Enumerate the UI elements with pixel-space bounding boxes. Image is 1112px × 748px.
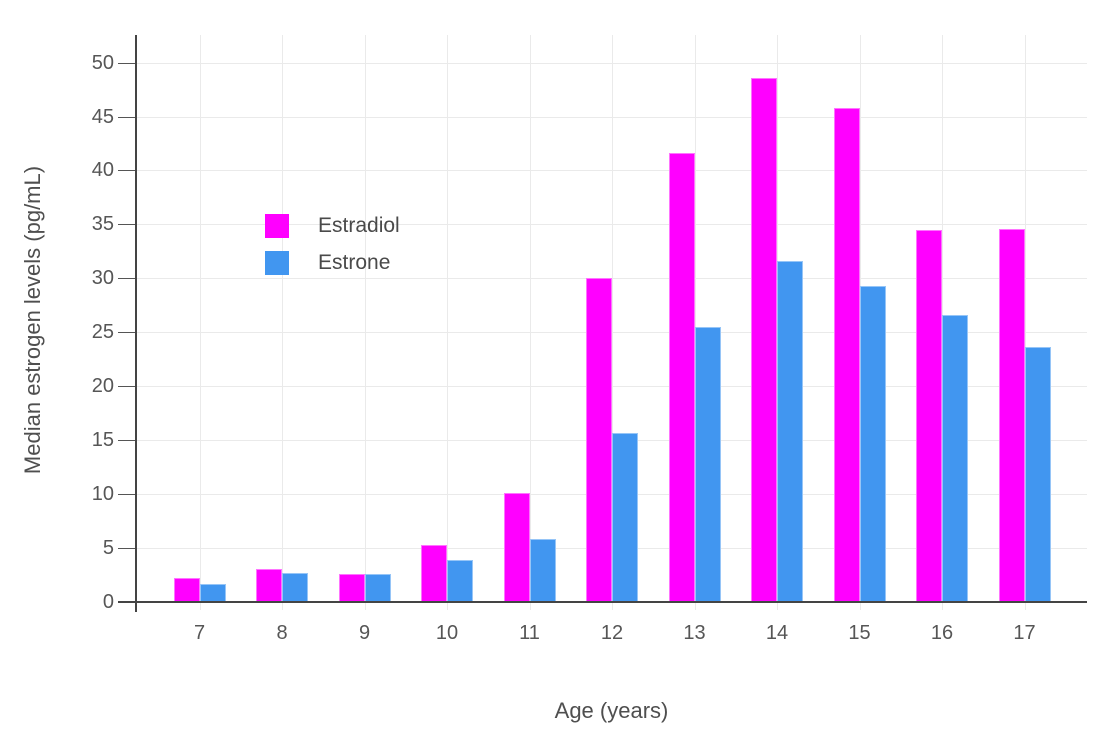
y-tick-label: 45 (91, 105, 114, 128)
x-tick-label: 13 (683, 622, 706, 644)
x-gridline (694, 35, 696, 610)
y-gridline (136, 224, 1087, 226)
legend: Estradiol Estrone (265, 214, 400, 288)
bar-estradiol-age-7 (173, 578, 200, 602)
bar-estradiol-age-11 (503, 493, 530, 602)
bar-estradiol-age-14 (751, 78, 777, 602)
bar-estrone-age-17 (1024, 347, 1051, 602)
x-tick-label: 7 (193, 622, 206, 644)
bar-estradiol-age-13 (668, 153, 695, 602)
x-tick-label: 9 (358, 622, 371, 644)
y-axis-line (135, 35, 137, 612)
y-tick-mark (118, 494, 136, 496)
x-axis-title: Age (years) (554, 698, 669, 723)
y-tick-mark (118, 224, 136, 226)
bar-estrone-age-16 (942, 315, 968, 602)
y-tick-label: 25 (91, 321, 114, 344)
x-gridline (529, 35, 531, 610)
bar-estradiol-age-16 (916, 230, 942, 602)
bar-estrone-age-8 (282, 573, 308, 602)
y-tick-label: 40 (91, 159, 114, 182)
bar-estradiol-age-17 (998, 229, 1025, 602)
bar-estradiol-age-15 (833, 108, 860, 602)
y-gridline (136, 170, 1087, 172)
bar-estrone-age-10 (447, 560, 473, 602)
bar-estrone-age-9 (364, 574, 391, 602)
x-gridline (612, 35, 613, 610)
bar-estrone-age-7 (199, 584, 226, 602)
y-tick-mark (118, 332, 136, 334)
legend-label-estrone: Estrone (318, 251, 391, 274)
x-gridline (447, 35, 448, 610)
x-tick-label: 16 (930, 622, 954, 644)
y-tick-mark (118, 278, 136, 280)
bar-estrone-age-12 (612, 433, 638, 602)
y-tick-label: 10 (91, 483, 114, 506)
x-gridline (199, 35, 201, 610)
x-tick-label: 14 (765, 622, 789, 644)
x-tick-label: 12 (600, 622, 624, 644)
y-tick-mark (118, 548, 136, 549)
legend-item-estrone[interactable]: Estrone (265, 251, 400, 275)
bar-estrone-age-14 (777, 261, 803, 602)
y-tick-label: 30 (91, 267, 114, 290)
legend-item-estradiol[interactable]: Estradiol (265, 214, 400, 238)
y-tick-mark (118, 386, 136, 388)
x-tick-label: 10 (435, 622, 459, 644)
y-tick-label: 35 (91, 213, 114, 236)
y-tick-label: 20 (91, 375, 114, 398)
x-gridline (282, 35, 283, 610)
y-tick-label: 5 (102, 537, 114, 559)
y-tick-mark (118, 116, 136, 118)
bar-estrone-age-11 (529, 539, 556, 602)
y-tick-mark (118, 170, 136, 172)
y-gridline (136, 116, 1087, 118)
bar-estrone-age-15 (859, 286, 886, 602)
x-tick-label: 15 (848, 622, 871, 644)
y-tick-mark (118, 440, 136, 442)
bar-estradiol-age-10 (421, 545, 447, 602)
y-tick-mark (118, 62, 136, 64)
legend-label-estradiol: Estradiol (318, 214, 400, 237)
x-tick-label: 17 (1013, 622, 1036, 644)
y-gridline (136, 62, 1087, 64)
x-tick-label: 11 (519, 622, 540, 644)
estradiol-swatch-icon (265, 214, 289, 238)
x-axis-line (118, 601, 1087, 603)
bar-estrone-age-13 (694, 327, 721, 602)
bar-estradiol-age-12 (586, 278, 612, 602)
estrone-swatch-icon (265, 251, 289, 275)
x-gridline (364, 35, 366, 610)
y-tick-label: 15 (91, 429, 114, 452)
bar-estradiol-age-9 (338, 574, 365, 602)
y-tick-label: 50 (91, 51, 114, 74)
y-tick-label: 0 (102, 591, 114, 613)
bar-estradiol-age-8 (256, 569, 282, 602)
x-gridline (1024, 35, 1026, 610)
x-tick-label: 8 (276, 622, 288, 644)
